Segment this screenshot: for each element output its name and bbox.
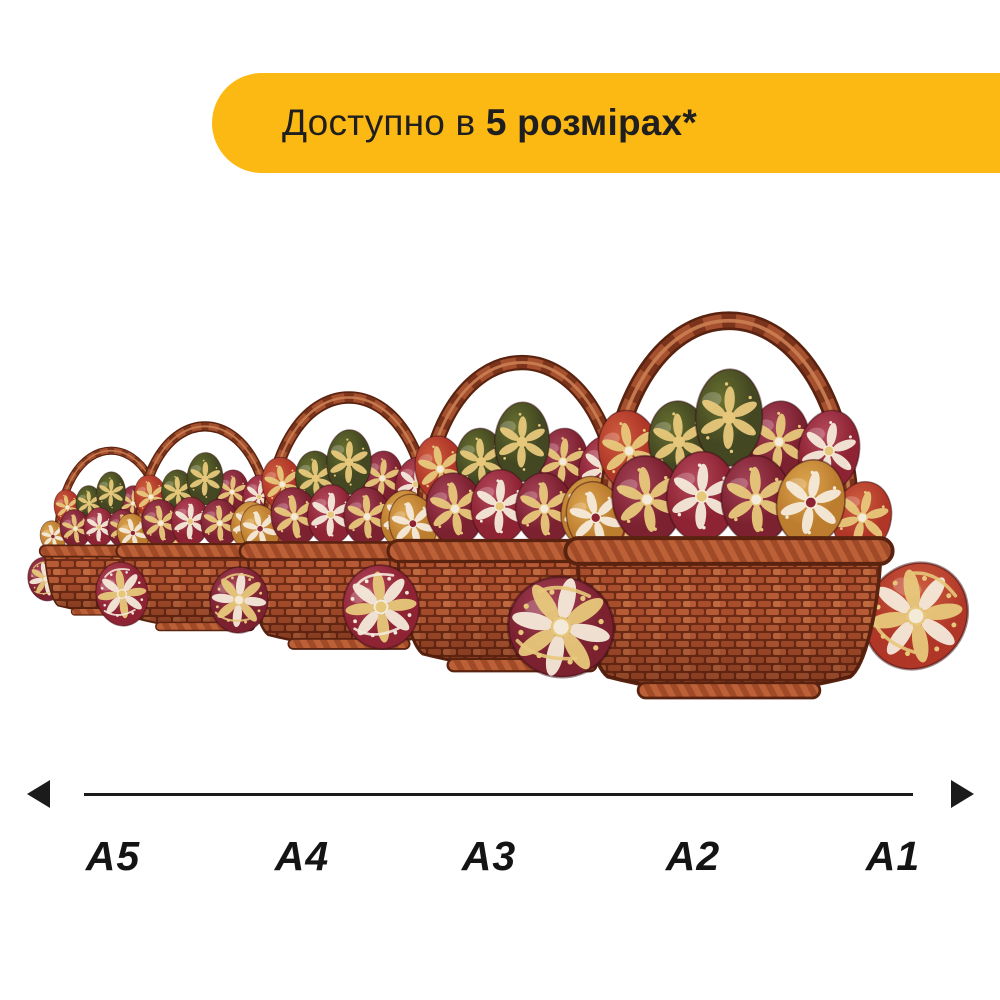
easter-egg (775, 458, 846, 547)
easter-egg (515, 472, 574, 546)
easter-egg (832, 480, 893, 555)
right-arrow-icon (951, 780, 974, 808)
banner-text-regular: Доступно в (282, 102, 486, 143)
availability-banner: Доступно в 5 розмірах* (212, 73, 1000, 173)
easter-egg (343, 486, 392, 547)
baskets-illustration (27, 311, 970, 700)
easter-egg (326, 429, 372, 495)
easter-egg (209, 566, 269, 634)
easter-egg (342, 564, 420, 650)
easter-egg (270, 486, 319, 547)
easter-egg (494, 401, 550, 483)
size-label-a4: A4 (274, 833, 330, 879)
banner-text: Доступно в 5 розмірах* (282, 102, 697, 144)
size-label-a5: A5 (85, 833, 141, 879)
left-arrow-icon (27, 780, 50, 808)
easter-egg (694, 368, 764, 467)
banner-text-bold: 5 розмірах* (485, 102, 697, 143)
easter-egg (506, 575, 616, 679)
easter-egg (306, 484, 355, 546)
size-scale-line (84, 793, 913, 796)
basket-a1 (563, 311, 895, 700)
easter-egg (186, 452, 224, 506)
size-scale-labels: A5 A4 A3 A2 A1 (0, 833, 1000, 883)
easter-egg (862, 561, 970, 671)
size-label-a1: A1 (865, 833, 921, 879)
size-label-a2: A2 (665, 833, 721, 879)
easter-egg (95, 561, 149, 627)
easter-egg (141, 498, 181, 548)
easter-egg (200, 498, 240, 548)
easter-egg (720, 454, 793, 545)
size-label-a3: A3 (461, 833, 517, 879)
